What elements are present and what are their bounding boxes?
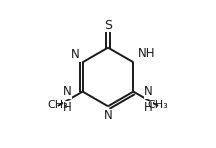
Text: H: H [144,102,153,115]
Text: CH₃: CH₃ [48,100,68,110]
Text: N: N [63,85,72,98]
Text: NH: NH [138,47,155,60]
Text: H: H [63,102,72,115]
Text: N: N [144,85,153,98]
Text: N: N [71,48,79,61]
Text: S: S [104,19,112,32]
Text: CH₃: CH₃ [148,100,168,110]
Text: N: N [104,109,112,122]
